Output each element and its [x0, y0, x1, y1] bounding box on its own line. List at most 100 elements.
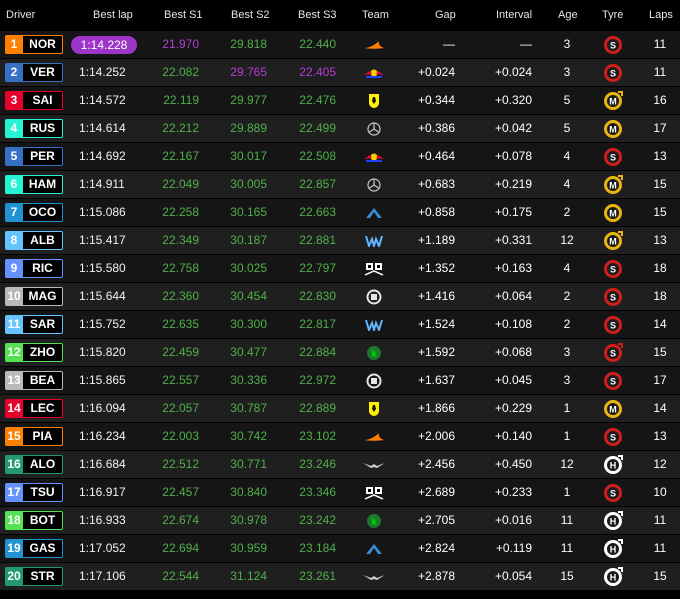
table-row[interactable]: 17 TSU 1:16.917 22.457 30.840 23.346 +2.689 +0.… [0, 479, 680, 506]
haas-logo-icon [360, 289, 388, 304]
mercedes-logo-icon [360, 121, 388, 136]
table-row[interactable]: 3 SAI 1:14.572 22.119 29.977 22.476 +0.344 +0.3… [0, 87, 680, 114]
table-row[interactable]: 18 BOT 1:16.933 22.674 30.978 23.242 k +2.705 +0… [0, 507, 680, 534]
best-s3: 22.884 [299, 345, 336, 359]
tyre-compound-icon: H [603, 511, 623, 531]
driver-code[interactable]: SAI [23, 91, 63, 110]
table-row[interactable]: 11 SAR 1:15.752 22.635 30.300 22.817 +1.524 +0.… [0, 311, 680, 338]
position-badge: 16 [5, 455, 23, 474]
driver-code[interactable]: ALB [23, 231, 63, 250]
driver-code[interactable]: MAG [23, 287, 63, 306]
col-driver[interactable]: Driver [6, 8, 36, 21]
table-row[interactable]: 6 HAM 1:14.911 22.049 30.005 22.857 +0.683 +0.2… [0, 171, 680, 198]
table-row[interactable]: 7 OCO 1:15.086 22.258 30.165 22.663 +0.858 +0.1… [0, 199, 680, 226]
best-lap: 1:16.933 [79, 513, 126, 527]
driver-code[interactable]: PER [23, 147, 63, 166]
table-row[interactable]: 8 ALB 1:15.417 22.349 30.187 22.881 +1.189 +0.3… [0, 227, 680, 254]
table-row[interactable]: 19 GAS 1:17.052 22.694 30.959 23.184 +2.824 +0.… [0, 535, 680, 562]
tyre-age: 1 [563, 429, 571, 443]
gap-value: +1.592 [417, 345, 455, 359]
col-best-lap[interactable]: Best lap [93, 8, 133, 21]
gap-value: — [443, 37, 455, 51]
best-lap: 1:14.911 [79, 177, 125, 191]
driver-code[interactable]: PIA [23, 427, 63, 446]
driver-code[interactable]: ZHO [23, 343, 63, 362]
best-s2: 29.818 [230, 37, 267, 51]
laps-count: 12 [653, 457, 667, 471]
kick-sauber-logo-icon: k [360, 513, 388, 528]
tyre-used-mark [618, 175, 623, 180]
table-row[interactable]: 15 PIA 1:16.234 22.003 30.742 23.102 +2.006 +0.… [0, 423, 680, 450]
laps-count: 15 [653, 205, 667, 219]
laps-count: 14 [653, 401, 667, 415]
table-row[interactable]: 1 NOR 1:14.228 21.970 29.818 22.440 — — 3 S 11 [0, 31, 680, 58]
tyre-s-icon: S [604, 260, 622, 278]
best-lap: 1:16.234 [79, 429, 126, 443]
table-row[interactable]: 2 VER 1:14.252 22.082 29.765 22.405 +0.024 +0.0… [0, 59, 680, 86]
driver-code[interactable]: RUS [23, 119, 63, 138]
driver-code[interactable]: HAM [23, 175, 63, 194]
interval-value: +0.331 [494, 233, 532, 247]
col-team[interactable]: Team [362, 8, 389, 21]
col-best-s1[interactable]: Best S1 [164, 8, 203, 21]
table-row[interactable]: 13 BEA 1:15.865 22.557 30.336 22.972 +1.637 +0.… [0, 367, 680, 394]
table-header: Driver Best lap Best S1 Best S2 Best S3 … [0, 0, 680, 29]
laps-count: 15 [653, 177, 667, 191]
position-badge: 8 [5, 231, 23, 250]
col-tyre[interactable]: Tyre [602, 8, 624, 21]
interval-value: — [520, 37, 532, 51]
tyre-letter: S [610, 489, 616, 499]
tyre-s-icon: S [604, 316, 622, 334]
table-row[interactable]: 5 PER 1:14.692 22.167 30.017 22.508 +0.464 +0.0… [0, 143, 680, 170]
col-laps[interactable]: Laps [649, 8, 673, 21]
best-s3: 22.499 [299, 121, 336, 135]
driver-code[interactable]: BEA [23, 371, 63, 390]
best-s3: 22.797 [299, 261, 336, 275]
table-row[interactable]: 14 LEC 1:16.094 22.057 30.787 22.889 +1.866 +0.… [0, 395, 680, 422]
position-badge: 13 [5, 371, 23, 390]
tyre-age: 4 [563, 177, 571, 191]
best-s2: 30.771 [230, 457, 267, 471]
table-row[interactable]: 4 RUS 1:14.614 22.212 29.889 22.499 +0.386 +0.0… [0, 115, 680, 142]
driver-code[interactable]: RIC [23, 259, 63, 278]
driver-code[interactable]: SAR [23, 315, 63, 334]
table-row[interactable]: 12 ZHO 1:15.820 22.459 30.477 22.884 k +1.592 +0… [0, 339, 680, 366]
best-s1: 22.167 [162, 149, 199, 163]
table-row[interactable]: 10 MAG 1:15.644 22.360 30.454 22.830 +1.416 +0.… [0, 283, 680, 310]
tyre-letter: H [610, 545, 617, 555]
table-row[interactable]: 9 RIC 1:15.580 22.758 30.025 22.797 +1.352 +0.1… [0, 255, 680, 282]
driver-code[interactable]: STR [23, 567, 63, 586]
col-best-s2[interactable]: Best S2 [231, 8, 270, 21]
best-s1: 22.674 [162, 513, 199, 527]
col-best-s3[interactable]: Best S3 [298, 8, 337, 21]
tyre-age: 3 [563, 37, 571, 51]
tyre-letter: S [610, 293, 616, 303]
driver-code[interactable]: OCO [23, 203, 63, 222]
driver-code[interactable]: VER [23, 63, 63, 82]
col-gap[interactable]: Gap [435, 8, 456, 21]
best-s3: 23.346 [299, 485, 336, 499]
tyre-letter: M [609, 97, 617, 107]
interval-value: +0.175 [494, 205, 532, 219]
table-row[interactable]: 16 ALO 1:16.684 22.512 30.771 23.246 +2.456 +0.… [0, 451, 680, 478]
best-s1: 22.635 [162, 317, 199, 331]
driver-code[interactable]: BOT [23, 511, 63, 530]
interval-value: +0.229 [494, 401, 532, 415]
tyre-used-mark [618, 567, 623, 572]
interval-value: +0.233 [494, 485, 532, 499]
col-interval[interactable]: Interval [496, 8, 533, 21]
laps-count: 11 [653, 541, 667, 555]
best-s1: 22.694 [162, 541, 199, 555]
tyre-compound-icon: S [603, 35, 623, 55]
col-age[interactable]: Age [558, 8, 578, 21]
driver-code[interactable]: NOR [23, 35, 63, 54]
position-badge: 19 [5, 539, 23, 558]
table-row[interactable]: 20 STR 1:17.106 22.544 31.124 23.261 +2.878 +0.… [0, 563, 680, 590]
interval-value: +0.068 [494, 345, 532, 359]
driver-code[interactable]: ALO [23, 455, 63, 474]
driver-code[interactable]: GAS [23, 539, 63, 558]
driver-code[interactable]: LEC [23, 399, 63, 418]
driver-code[interactable]: TSU [23, 483, 63, 502]
best-s3: 23.246 [299, 457, 336, 471]
